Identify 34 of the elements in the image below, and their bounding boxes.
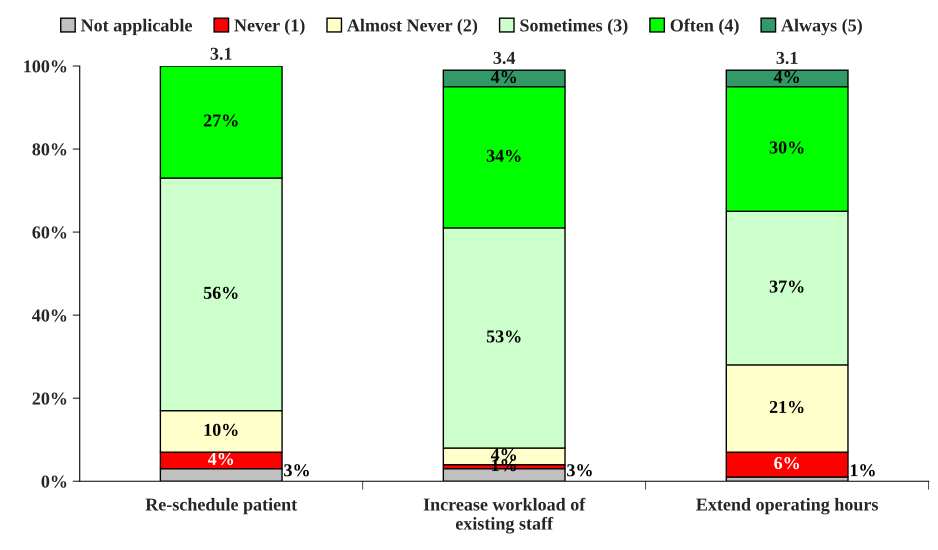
y-tick-label: 20% (32, 392, 66, 405)
data-label: 21% (770, 400, 804, 414)
annotation: 3.1 (210, 48, 232, 60)
legend-label: Never (1) (234, 18, 305, 36)
legend-label: Often (4) (670, 18, 739, 36)
y-tick-label: 0% (42, 476, 66, 488)
legend-label: Almost Never (2) (347, 18, 478, 36)
data-label: 3% (284, 464, 309, 476)
data-label: 1% (850, 464, 875, 476)
data-label: 3% (567, 464, 592, 476)
y-tick-label: 80% (32, 143, 66, 156)
data-label: 34% (486, 150, 521, 162)
data-label: 4% (490, 70, 516, 84)
annotation: 3.1 (776, 52, 798, 64)
data-label: 53% (486, 330, 521, 343)
y-tick-label: 40% (32, 309, 66, 322)
y-tick-label: 60% (32, 226, 66, 239)
annotation: 3.4 (494, 52, 516, 64)
x-tick-label: Re-schedule patient (146, 498, 298, 514)
data-label: 4% (774, 70, 799, 84)
data-label: 4% (490, 448, 516, 461)
data-label: 10% (204, 424, 238, 436)
data-label: 37% (770, 280, 804, 293)
data-label: 56% (204, 286, 238, 299)
legend-label: Always (5) (781, 18, 862, 36)
data-label: 4% (208, 452, 234, 466)
x-tick-label: Increase workload of existing staff (424, 498, 586, 534)
data-label: 30% (770, 141, 804, 154)
legend-label: Sometimes (3) (520, 18, 628, 36)
data-label: 27% (204, 114, 238, 127)
data-label: 6% (774, 456, 799, 470)
legend-label: Not applicable (80, 18, 192, 36)
y-tick-label: 100% (24, 60, 66, 72)
x-tick-label: Extend operating hours (696, 498, 878, 514)
